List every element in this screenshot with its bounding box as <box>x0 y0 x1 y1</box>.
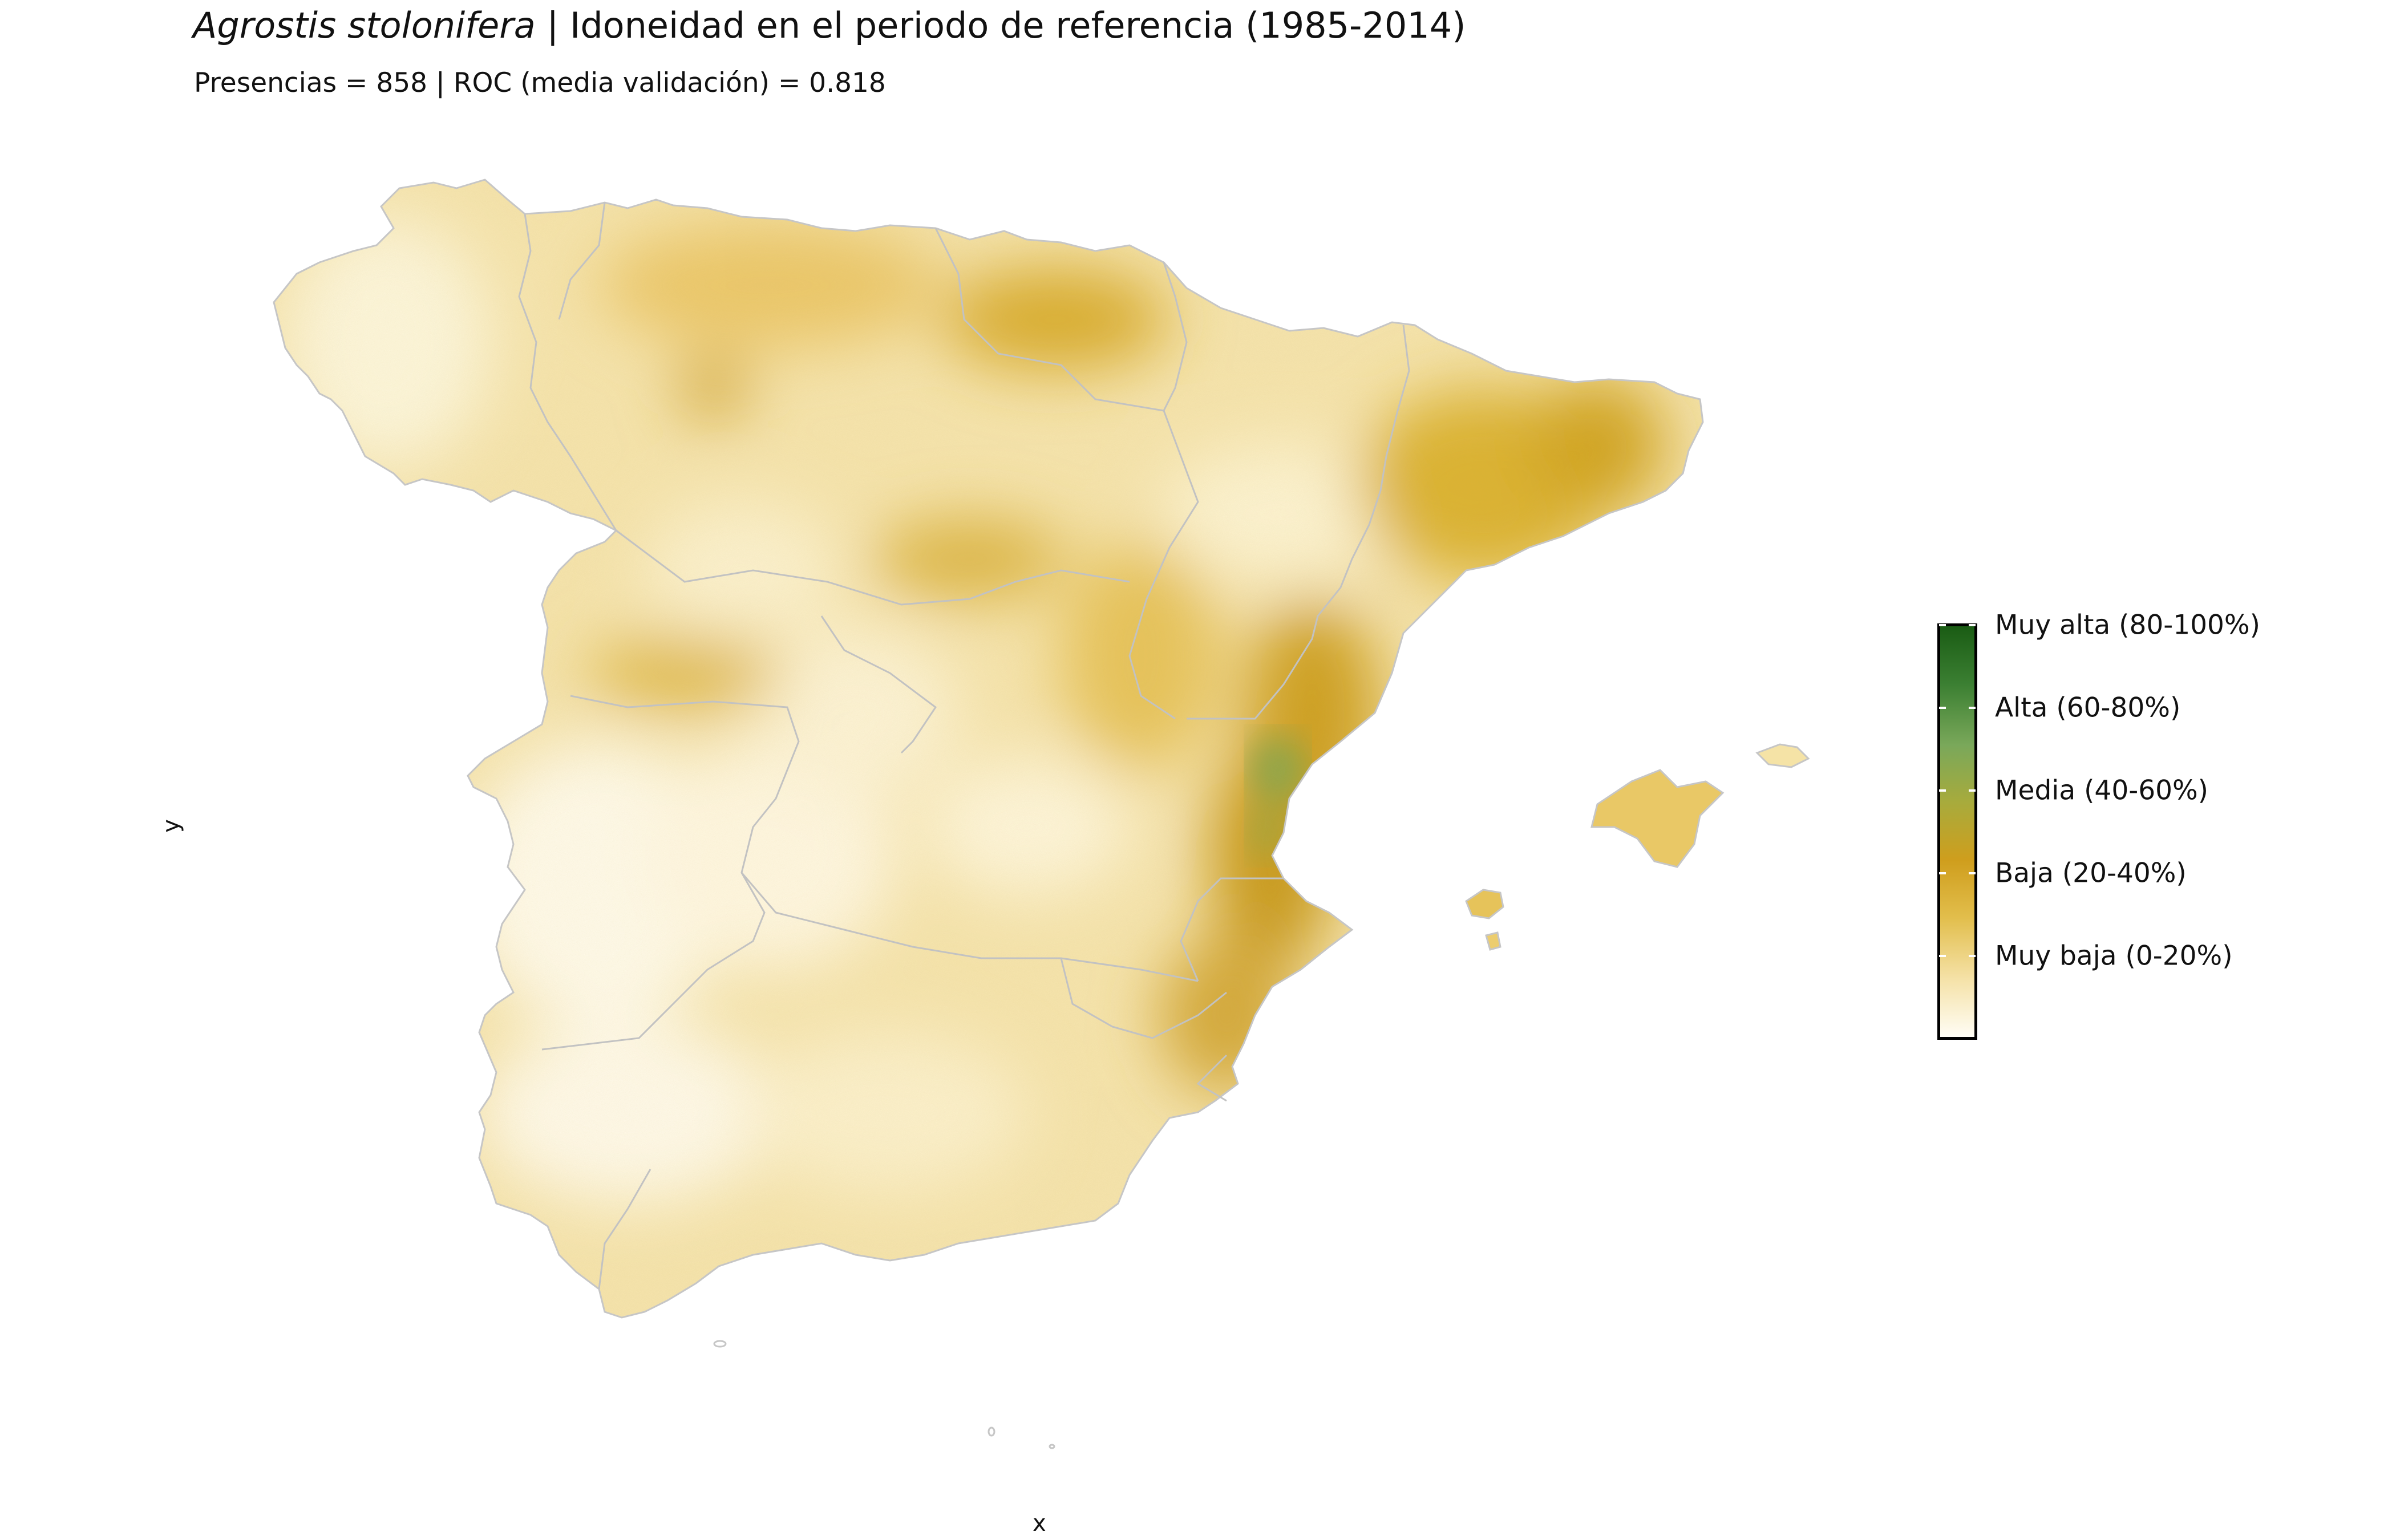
balearic-islands <box>1465 743 1810 951</box>
legend-label-low: Baja (20-40%) <box>1995 857 2187 889</box>
legend-colorbar <box>1937 623 1977 1040</box>
map-subtitle: Presencias = 858 | ROC (media validación… <box>194 67 886 99</box>
y-axis-label: y <box>157 819 184 833</box>
map-title: Agrostis stolonifera | Idoneidad en el p… <box>193 5 1466 46</box>
islets <box>713 1340 1055 1449</box>
region-boundaries <box>518 202 1410 1290</box>
formentera <box>1485 931 1501 951</box>
title-text: Idoneidad en el periodo de referencia (1… <box>570 5 1466 46</box>
ibiza <box>1465 889 1504 919</box>
legend-label-medium: Media (40-60%) <box>1995 775 2209 807</box>
species-name: Agrostis stolonifera <box>193 5 536 46</box>
menorca <box>1755 743 1810 768</box>
title-separator: | <box>535 5 570 46</box>
legend-label-very-low: Muy baja (0-20%) <box>1995 940 2233 972</box>
legend-label-very-high: Muy alta (80-100%) <box>1995 609 2260 641</box>
legend-label-high: Alta (60-80%) <box>1995 692 2181 724</box>
x-axis-label: x <box>1033 1510 1046 1537</box>
mallorca <box>1590 769 1725 868</box>
